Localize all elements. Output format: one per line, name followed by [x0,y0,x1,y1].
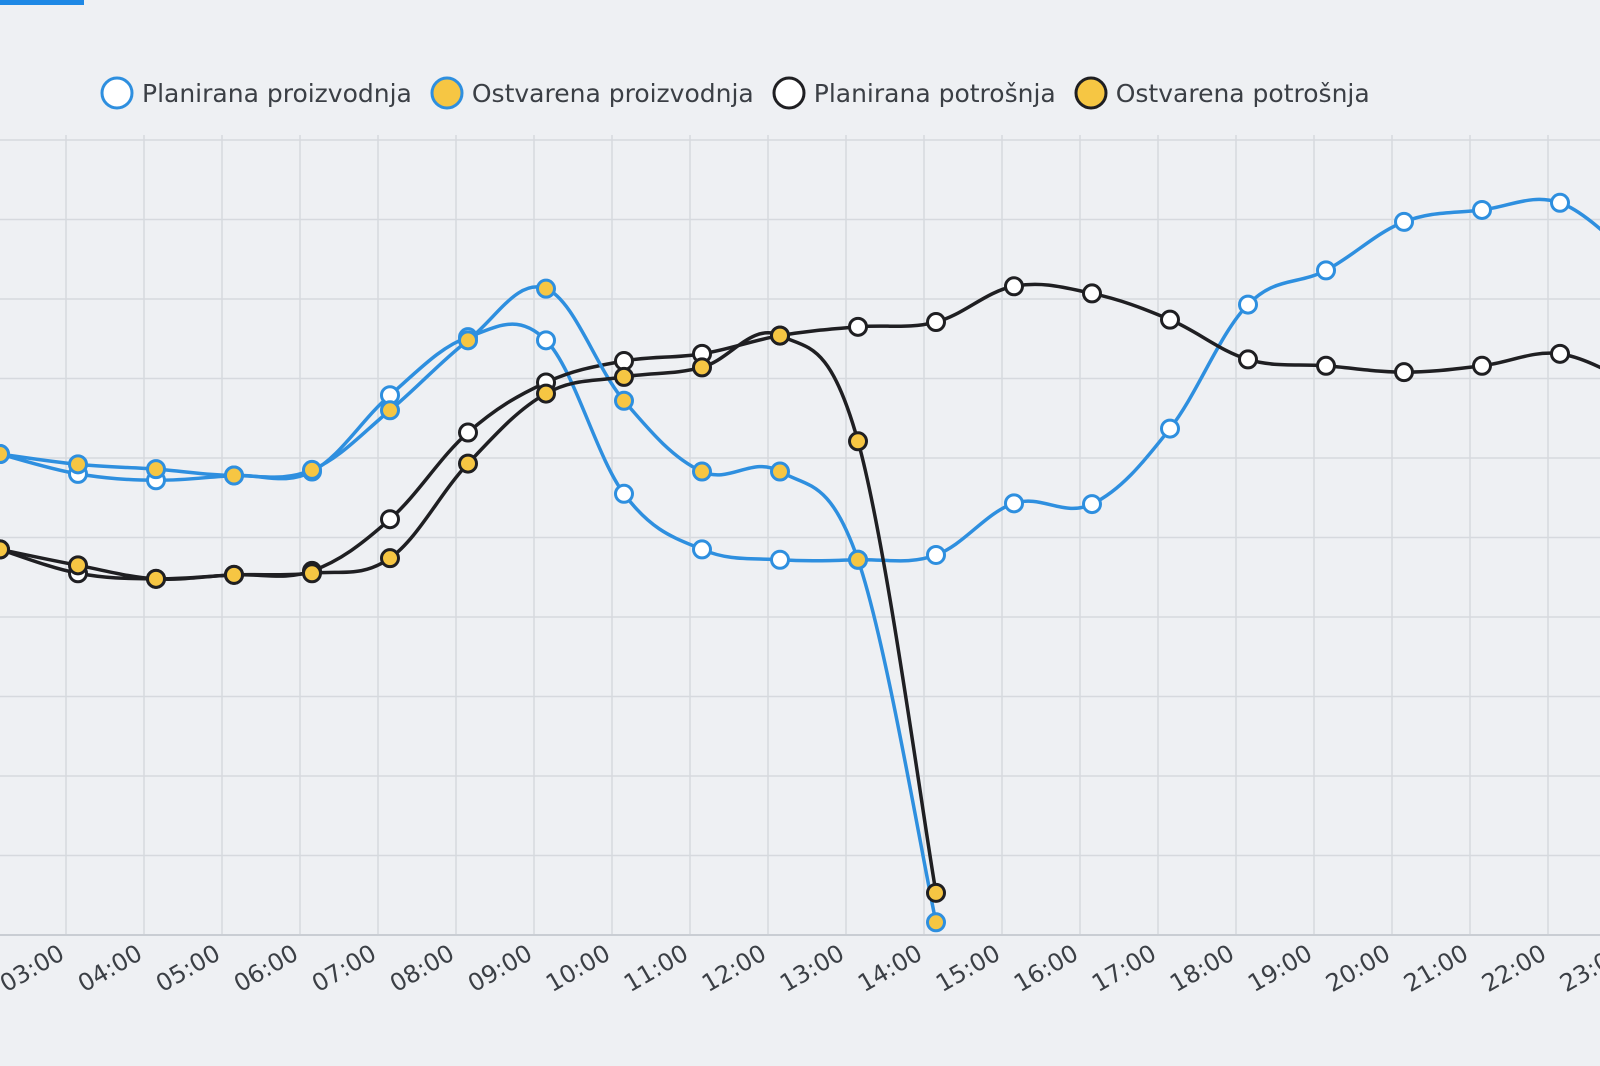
data-point[interactable] [302,459,322,480]
data-point[interactable] [536,383,556,404]
x-tick-label: 03:00 [0,939,69,998]
x-tick-label: 12:00 [697,939,771,998]
x-tick-label: 09:00 [463,939,537,998]
data-point[interactable] [1160,309,1180,330]
data-point[interactable] [302,563,322,584]
series-line-2 [0,282,1600,581]
x-tick-label: 13:00 [775,939,849,998]
x-tick-labels: 02:0003:0004:0005:0006:0007:0008:0009:00… [0,939,1600,998]
legend-item-planirana-potrosnja[interactable]: Planirana potrošnja [772,76,1056,110]
x-tick-label: 10:00 [541,939,615,998]
legend-label: Ostvarena potrošnja [1115,78,1370,108]
data-point[interactable] [848,316,868,337]
data-point[interactable] [146,568,166,589]
x-tick-label: 07:00 [307,939,381,998]
data-point[interactable] [1004,276,1024,297]
legend-label: Ostvarena proizvodnja [471,78,754,108]
data-point[interactable] [848,549,868,570]
data-point[interactable] [770,325,790,346]
legend-item-ostvarena-proizvodnja[interactable]: Ostvarena proizvodnja [430,76,754,110]
data-point[interactable] [1472,199,1492,220]
data-point[interactable] [926,912,946,933]
x-tick-label: 23:00 [1555,939,1600,998]
x-tick-label: 22:00 [1477,939,1551,998]
data-point[interactable] [614,483,634,504]
data-point[interactable] [692,357,712,378]
data-point[interactable] [458,453,478,474]
data-point[interactable] [380,400,400,421]
data-point[interactable] [614,390,634,411]
data-point[interactable] [1550,343,1570,364]
data-point[interactable] [1004,493,1024,514]
data-point[interactable] [692,461,712,482]
data-point[interactable] [770,461,790,482]
accent-bar [0,0,84,5]
data-point[interactable] [1550,192,1570,213]
data-point[interactable] [1394,211,1414,232]
data-point[interactable] [380,548,400,569]
data-point[interactable] [1082,283,1102,304]
data-point[interactable] [1316,355,1336,376]
data-point[interactable] [224,564,244,585]
x-tick-label: 18:00 [1165,939,1239,998]
series-line-3 [0,331,938,894]
x-tick-label: 08:00 [385,939,459,998]
legend-item-ostvarena-potrosnja[interactable]: Ostvarena potrošnja [1074,76,1370,110]
data-point[interactable] [1316,260,1336,281]
data-point[interactable] [926,882,946,903]
x-tick-label: 20:00 [1321,939,1395,998]
data-point[interactable] [536,330,556,351]
data-point[interactable] [224,465,244,486]
data-point[interactable] [458,330,478,351]
data-point[interactable] [770,549,790,570]
data-point[interactable] [1238,294,1258,315]
series-markers-2 [0,276,1570,589]
data-point[interactable] [380,509,400,530]
x-tick-label: 06:00 [229,939,303,998]
legend-marker-icon [430,76,464,110]
data-point[interactable] [1472,355,1492,376]
data-point[interactable] [926,544,946,565]
data-point[interactable] [0,539,10,560]
series-markers-3 [0,325,946,903]
data-point[interactable] [926,312,946,333]
data-point[interactable] [458,422,478,443]
data-point[interactable] [146,459,166,480]
legend-marker-icon [1074,76,1108,110]
data-point[interactable] [848,431,868,452]
x-tick-label: 17:00 [1087,939,1161,998]
x-tick-label: 16:00 [1009,939,1083,998]
data-point[interactable] [0,444,10,465]
data-point[interactable] [1082,494,1102,515]
series-line-0 [0,197,1600,563]
data-point[interactable] [68,555,88,576]
x-tick-label: 21:00 [1399,939,1473,998]
data-point[interactable] [68,454,88,475]
x-tick-label: 05:00 [151,939,225,998]
x-tick-label: 04:00 [73,939,147,998]
x-tick-label: 19:00 [1243,939,1317,998]
data-point[interactable] [1394,362,1414,383]
series-markers-0 [0,192,1570,570]
series-markers-1 [0,278,946,933]
legend-marker-icon [100,76,134,110]
x-tick-label: 11:00 [619,939,693,998]
grid [0,135,1600,936]
legend-label: Planirana potrošnja [813,78,1056,108]
legend: Planirana proizvodnja Ostvarena proizvod… [100,76,1370,110]
data-point[interactable] [1160,418,1180,439]
legend-marker-icon [772,76,806,110]
data-point[interactable] [536,278,556,299]
legend-label: Planirana proizvodnja [142,78,412,108]
data-point[interactable] [1238,349,1258,370]
data-point[interactable] [692,539,712,560]
series-line-1 [0,285,938,923]
legend-item-planirana-proizvodnja[interactable]: Planirana proizvodnja [100,76,412,110]
x-tick-label: 14:00 [853,939,927,998]
x-tick-label: 15:00 [931,939,1005,998]
data-point[interactable] [614,366,634,387]
